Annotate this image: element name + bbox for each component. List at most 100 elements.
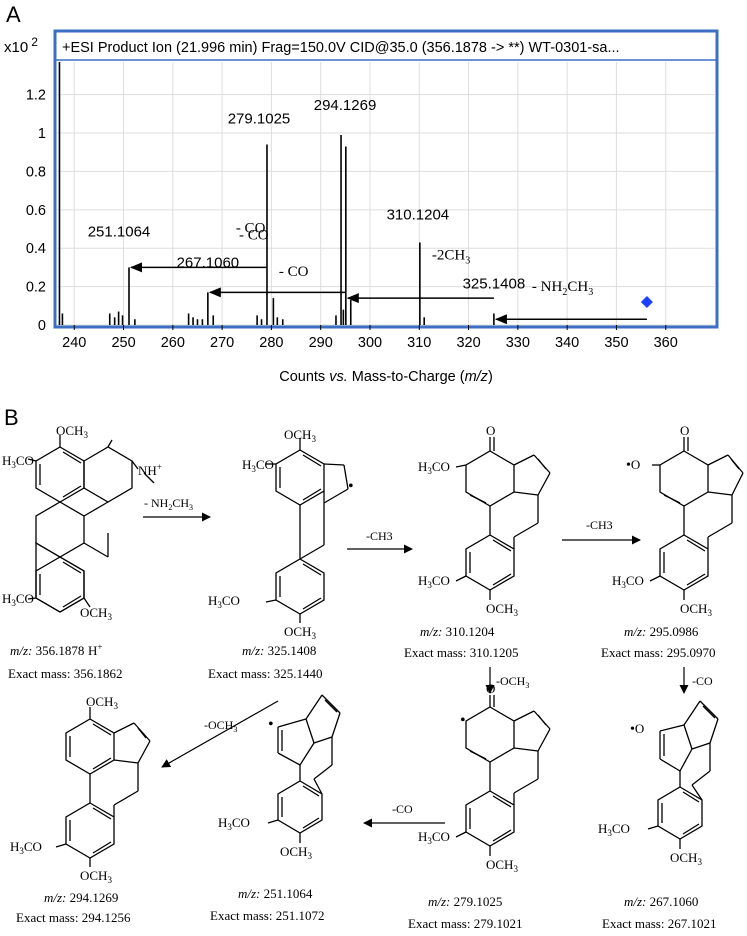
svg-text:H3CO: H3CO (2, 453, 34, 470)
svg-text:NH+: NH+ (138, 462, 162, 478)
svg-text:•: • (460, 712, 466, 729)
svg-text:OCH3: OCH3 (80, 868, 112, 885)
svg-text:m/z: 295.0986: m/z: 295.0986 (624, 624, 699, 639)
svg-text:H3CO: H3CO (208, 593, 240, 610)
svg-text:H3CO: H3CO (418, 829, 450, 846)
step-7-label: -CO (392, 802, 413, 816)
svg-text:Exact mass: 279.1021: Exact mass: 279.1021 (408, 916, 522, 931)
y-tick-label: 1 (38, 126, 46, 142)
labels-310: O H3CO H3CO OCH3 (418, 423, 518, 618)
mass-spectrum-chart: A x10 2 +ESI Product Ion (21.996 min) Fra… (4, 2, 719, 385)
caption-310: m/z: 310.1204 Exact mass: 310.1205 (404, 624, 518, 660)
peak-labels: 279.1025 294.1269 310.1204 251.1064 267.1060… (88, 97, 525, 293)
svg-text:m/z: 294.1269: m/z: 294.1269 (44, 890, 118, 905)
svg-text:OCH3: OCH3 (80, 605, 112, 622)
svg-text:OCH3: OCH3 (284, 427, 316, 444)
y-tick-label: 0.2 (26, 280, 46, 296)
y-tick-label: 0 (38, 318, 46, 334)
svg-text:H3CO: H3CO (242, 457, 274, 474)
chart-title: +ESI Product Ion (21.996 min) Frag=150.0… (62, 40, 620, 56)
labels-251: • H3CO OCH3 (218, 716, 312, 861)
panel-a-label: A (6, 2, 21, 27)
y-tick-label: 1.2 (26, 88, 46, 104)
svg-text:Exact mass: 294.1256: Exact mass: 294.1256 (16, 910, 131, 925)
loss-label: -2CH3 (432, 248, 470, 267)
y-tick-label: 0.4 (26, 241, 46, 257)
caption-251: m/z: 251.1064 Exact mass: 251.1072 (210, 886, 324, 923)
svg-text:H+: H+ (88, 642, 102, 658)
y-multiplier: x10 2 (4, 35, 38, 56)
arrow-step-6 (161, 700, 279, 768)
svg-text:H3CO: H3CO (418, 573, 450, 590)
svg-text:Exact mass: 251.1072: Exact mass: 251.1072 (210, 908, 324, 923)
caption-325: m/z: 325.1408 Exact mass: 325.1440 (208, 643, 322, 681)
step-1-label: - NH2CH3 (144, 496, 193, 512)
step-3-label: -CH3 (586, 518, 613, 532)
labels-325: OCH3 H3CO • H3CO OCH3 (208, 427, 354, 641)
labels-356: OCH3 H3CO NH+ H3CO OCH3 H+ (2, 423, 162, 658)
svg-text:OCH3: OCH3 (680, 601, 712, 618)
svg-text:O: O (486, 681, 495, 696)
x-tick-label: 300 (358, 335, 382, 351)
x-tick-label: 330 (506, 335, 530, 351)
svg-text:OCH3: OCH3 (56, 423, 88, 440)
svg-text:OCH3: OCH3 (486, 857, 518, 874)
x-axis-ticks: 240 250 260 270 280 290 300 310 320 330 340 350 360 (62, 325, 678, 351)
spectrum-peaks (58, 62, 653, 325)
x-tick-label: 270 (210, 335, 234, 351)
precursor-marker (640, 295, 653, 308)
step-5-label: -CO (692, 674, 713, 688)
svg-text:m/z: 310.1204: m/z: 310.1204 (420, 624, 495, 639)
grid-lines (57, 62, 715, 326)
structure-279 (455, 695, 551, 856)
y-tick-label: 0.8 (26, 164, 46, 180)
x-tick-label: 360 (654, 335, 678, 351)
loss-label: - CO (239, 227, 269, 243)
svg-text:H3CO: H3CO (10, 839, 42, 856)
svg-text:m/z: 267.1060: m/z: 267.1060 (624, 894, 698, 909)
x-axis-label: Counts vs. Mass-to-Charge (m/z) (279, 369, 493, 385)
caption-267: m/z: 267.1060 Exact mass: 267.1021 (602, 894, 716, 931)
svg-text:m/z: 356.1878: m/z: 356.1878 (10, 643, 84, 658)
peak-label: 267.1060 (177, 254, 240, 271)
peak-label: 325.1408 (463, 276, 526, 293)
y-tick-label: 0.6 (26, 203, 46, 219)
caption-279: m/z: 279.1025 Exact mass: 279.1021 (408, 894, 522, 931)
svg-text:•O: •O (630, 721, 644, 737)
x-tick-label: 310 (407, 335, 431, 351)
structure-267 (647, 700, 719, 849)
labels-294: OCH3 H3CO OCH3 (10, 694, 118, 885)
x-tick-label: 290 (309, 335, 333, 351)
step-6-label: -OCH3 (204, 718, 237, 734)
structure-310 (455, 437, 551, 600)
svg-text:Exact mass: 356.1862: Exact mass: 356.1862 (8, 666, 122, 681)
svg-text:OCH3: OCH3 (280, 844, 312, 861)
labels-267: •O H3CO OCH3 (598, 721, 702, 867)
svg-text:OCH3: OCH3 (284, 624, 316, 641)
labels-295: O •O H3CO OCH3 (612, 423, 712, 618)
x-tick-label: 280 (259, 335, 283, 351)
caption-356: m/z: 356.1878 Exact mass: 356.1862 (8, 643, 122, 681)
x-tick-label: 250 (111, 335, 135, 351)
svg-text:Exact mass: 310.1205: Exact mass: 310.1205 (404, 645, 518, 660)
structure-295 (649, 437, 744, 600)
structure-294 (55, 707, 151, 867)
x-tick-label: 320 (456, 335, 480, 351)
x-tick-label: 350 (604, 335, 628, 351)
svg-text:H3CO: H3CO (598, 821, 630, 838)
svg-text:•: • (348, 478, 354, 495)
step-2-label: -CH3 (366, 529, 393, 543)
caption-295: m/z: 295.0986 Exact mass: 295.0970 (601, 624, 715, 660)
svg-text:m/z: 325.1408: m/z: 325.1408 (242, 643, 316, 658)
loss-label: - CO (279, 264, 309, 280)
y-axis-ticks: 0 0.2 0.4 0.6 0.8 1 1.2 (26, 88, 46, 334)
x-tick-label: 260 (161, 335, 185, 351)
svg-text:H3CO: H3CO (418, 459, 450, 476)
caption-294: m/z: 294.1269 Exact mass: 294.1256 (16, 890, 131, 925)
svg-text:Exact mass: 295.0970: Exact mass: 295.0970 (601, 645, 715, 660)
peak-label: 251.1064 (88, 224, 151, 241)
svg-text:O: O (680, 423, 689, 438)
svg-text:m/z: 251.1064: m/z: 251.1064 (238, 886, 313, 901)
svg-text:O: O (486, 423, 495, 438)
svg-text:Exact mass: 325.1440: Exact mass: 325.1440 (208, 666, 322, 681)
